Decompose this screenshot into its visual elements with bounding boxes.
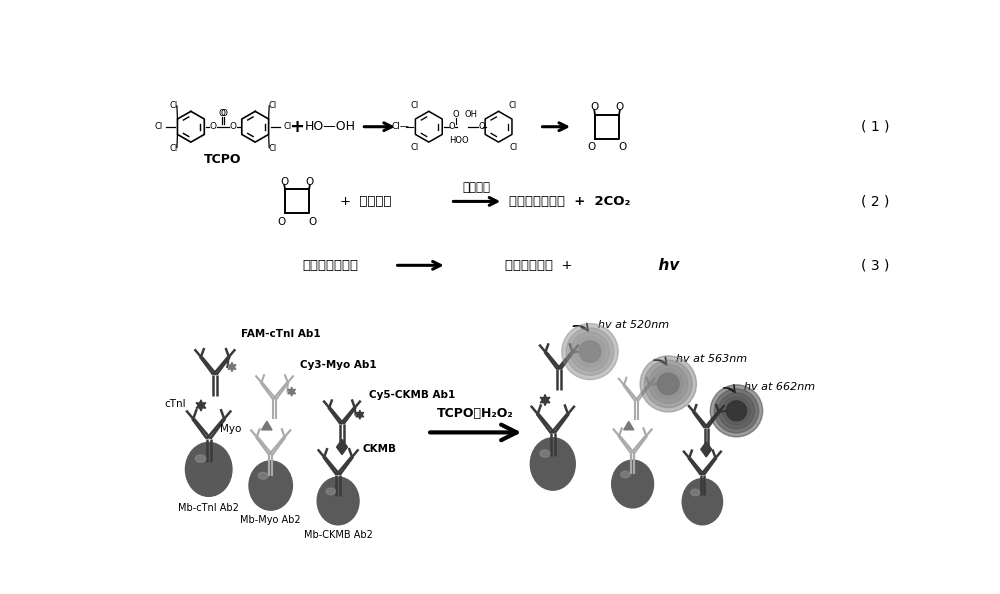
Text: hv at 563nm: hv at 563nm (676, 354, 747, 364)
Circle shape (710, 385, 763, 437)
Polygon shape (262, 421, 272, 430)
Text: O: O (619, 142, 627, 152)
Circle shape (722, 397, 751, 425)
Text: CKMB: CKMB (363, 444, 397, 454)
Text: +  荧光基团: + 荧光基团 (340, 195, 392, 208)
Text: OH: OH (465, 110, 478, 119)
Text: Cl: Cl (411, 143, 419, 152)
Text: Cl: Cl (170, 144, 178, 153)
Ellipse shape (530, 438, 575, 490)
Polygon shape (540, 394, 550, 406)
Text: O: O (616, 102, 624, 112)
Ellipse shape (317, 477, 359, 525)
Ellipse shape (195, 455, 206, 462)
Text: Cl: Cl (508, 100, 517, 110)
Ellipse shape (326, 488, 336, 495)
Text: Cl: Cl (268, 144, 276, 153)
Circle shape (566, 328, 614, 375)
Text: Cl: Cl (283, 122, 291, 131)
Text: O: O (590, 102, 598, 112)
Circle shape (726, 401, 747, 421)
Polygon shape (356, 410, 364, 419)
Text: Myo: Myo (220, 424, 241, 434)
Text: O: O (221, 109, 228, 118)
Text: TCPO: TCPO (204, 153, 242, 166)
Ellipse shape (249, 461, 292, 510)
Ellipse shape (621, 471, 630, 478)
Text: 能量转移: 能量转移 (463, 181, 491, 194)
Polygon shape (701, 442, 712, 457)
Polygon shape (288, 387, 296, 396)
Text: O: O (587, 142, 595, 152)
Text: Cl: Cl (411, 100, 419, 110)
Text: Cl: Cl (268, 100, 276, 110)
Circle shape (570, 332, 610, 371)
Text: Cl: Cl (155, 122, 163, 131)
Circle shape (657, 373, 679, 394)
Text: 基态荧光基团  +: 基态荧光基团 + (505, 259, 572, 272)
Text: ( 2 ): ( 2 ) (861, 194, 889, 208)
Text: O: O (309, 217, 317, 227)
Text: hv at 662nm: hv at 662nm (744, 382, 815, 392)
Text: 激发态荧光基团: 激发态荧光基团 (302, 259, 358, 272)
Text: O: O (218, 109, 225, 118)
Circle shape (644, 360, 692, 407)
Circle shape (714, 389, 759, 433)
Polygon shape (196, 400, 206, 411)
Circle shape (649, 365, 688, 403)
Polygon shape (337, 440, 347, 454)
Ellipse shape (682, 479, 723, 525)
Text: hv: hv (648, 258, 680, 273)
Ellipse shape (540, 450, 550, 457)
Ellipse shape (691, 489, 700, 496)
Text: Mb-CKMB Ab2: Mb-CKMB Ab2 (304, 530, 373, 540)
Text: O: O (209, 122, 216, 131)
Ellipse shape (185, 443, 232, 497)
Text: cTnI: cTnI (165, 399, 186, 409)
Text: O: O (277, 217, 285, 227)
Text: HOO: HOO (449, 136, 469, 145)
Circle shape (653, 369, 683, 399)
Text: O: O (280, 177, 288, 187)
Circle shape (640, 356, 696, 412)
Text: Cl: Cl (170, 100, 178, 110)
Text: FAM-cTnI Ab1: FAM-cTnI Ab1 (241, 329, 321, 339)
Text: hv at 520nm: hv at 520nm (598, 320, 669, 330)
Circle shape (718, 393, 755, 429)
Text: O: O (449, 122, 455, 131)
Polygon shape (228, 362, 236, 372)
Text: O: O (230, 122, 237, 131)
Text: Cl: Cl (510, 143, 518, 152)
Text: Cy5-CKMB Ab1: Cy5-CKMB Ab1 (369, 390, 455, 400)
Ellipse shape (612, 460, 654, 508)
Text: HO—OH: HO—OH (305, 120, 356, 133)
Circle shape (562, 324, 618, 380)
Text: O: O (306, 177, 314, 187)
Text: ( 3 ): ( 3 ) (861, 258, 889, 272)
Text: O: O (478, 122, 485, 131)
Text: Mb-cTnI Ab2: Mb-cTnI Ab2 (178, 503, 239, 513)
Circle shape (579, 341, 601, 362)
Text: +: + (290, 118, 305, 135)
Polygon shape (624, 422, 634, 430)
Text: Cl—: Cl— (391, 122, 409, 131)
Text: TCPO、H₂O₂: TCPO、H₂O₂ (437, 407, 514, 419)
Circle shape (575, 336, 605, 366)
Text: Mb-Myo Ab2: Mb-Myo Ab2 (240, 515, 301, 525)
Text: 激发态荧光基团  +  2CO₂: 激发态荧光基团 + 2CO₂ (509, 195, 630, 208)
Text: Cy3-Myo Ab1: Cy3-Myo Ab1 (300, 359, 377, 369)
Ellipse shape (258, 472, 268, 479)
Text: ( 1 ): ( 1 ) (861, 120, 889, 134)
Text: O: O (453, 110, 459, 119)
